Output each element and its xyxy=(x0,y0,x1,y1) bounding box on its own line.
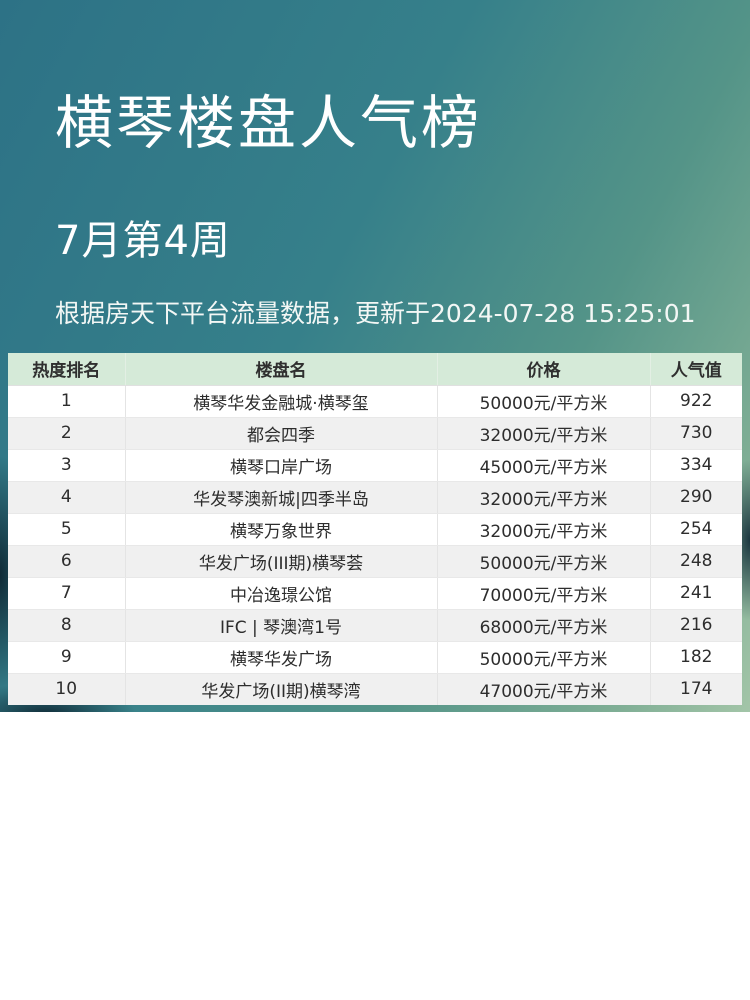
name-cell: 中冶逸璟公馆 xyxy=(125,577,438,610)
column-header: 人气值 xyxy=(650,353,742,386)
table-row: 2 都会四季 32000元/平方米 730 xyxy=(8,417,742,450)
popularity-cell: 182 xyxy=(650,641,742,674)
column-header: 楼盘名 xyxy=(125,353,438,386)
rank-cell: 9 xyxy=(8,641,126,674)
update-note: 根据房天下平台流量数据，更新于2024-07-28 15:25:01 xyxy=(55,299,696,328)
table-row: 10 华发广场(II期)横琴湾 47000元/平方米 174 xyxy=(8,673,742,705)
table-row: 6 华发广场(III期)横琴荟 50000元/平方米 248 xyxy=(8,545,742,578)
table-row: 1 横琴华发金融城·横琴玺 50000元/平方米 922 xyxy=(8,385,742,418)
popularity-cell: 290 xyxy=(650,481,742,514)
name-cell: 华发琴澳新城|四季半岛 xyxy=(125,481,438,514)
table-row: 8 IFC | 琴澳湾1号 68000元/平方米 216 xyxy=(8,609,742,642)
table-row: 5 横琴万象世界 32000元/平方米 254 xyxy=(8,513,742,546)
price-cell: 50000元/平方米 xyxy=(437,385,651,418)
price-cell: 32000元/平方米 xyxy=(437,513,651,546)
name-cell: 横琴口岸广场 xyxy=(125,449,438,482)
price-cell: 50000元/平方米 xyxy=(437,545,651,578)
price-cell: 50000元/平方米 xyxy=(437,641,651,674)
page-subtitle: 7月第4周 xyxy=(55,218,231,264)
table-row: 3 横琴口岸广场 45000元/平方米 334 xyxy=(8,449,742,482)
table-row: 4 华发琴澳新城|四季半岛 32000元/平方米 290 xyxy=(8,481,742,514)
rank-cell: 1 xyxy=(8,385,126,418)
rank-cell: 3 xyxy=(8,449,126,482)
popularity-cell: 174 xyxy=(650,673,742,705)
name-cell: 华发广场(III期)横琴荟 xyxy=(125,545,438,578)
name-cell: 横琴华发广场 xyxy=(125,641,438,674)
table-header-row: 热度排名 楼盘名 价格 人气值 xyxy=(8,353,742,386)
rank-cell: 5 xyxy=(8,513,126,546)
table-row: 7 中冶逸璟公馆 70000元/平方米 241 xyxy=(8,577,742,610)
price-cell: 68000元/平方米 xyxy=(437,609,651,642)
popularity-cell: 241 xyxy=(650,577,742,610)
rank-cell: 4 xyxy=(8,481,126,514)
table-head: 热度排名 楼盘名 价格 人气值 xyxy=(8,353,742,386)
rank-cell: 6 xyxy=(8,545,126,578)
price-cell: 45000元/平方米 xyxy=(437,449,651,482)
name-cell: 横琴万象世界 xyxy=(125,513,438,546)
name-cell: 横琴华发金融城·横琴玺 xyxy=(125,385,438,418)
name-cell: 华发广场(II期)横琴湾 xyxy=(125,673,438,705)
name-cell: 都会四季 xyxy=(125,417,438,450)
popularity-cell: 254 xyxy=(650,513,742,546)
table-body: 1 横琴华发金融城·横琴玺 50000元/平方米 922 2 都会四季 32000元/平方米… xyxy=(8,385,742,705)
page-title: 横琴楼盘人气榜 xyxy=(55,89,483,157)
rank-cell: 8 xyxy=(8,609,126,642)
column-header: 热度排名 xyxy=(8,353,126,386)
rank-cell: 10 xyxy=(8,673,126,705)
column-header: 价格 xyxy=(437,353,651,386)
popularity-cell: 216 xyxy=(650,609,742,642)
rank-cell: 2 xyxy=(8,417,126,450)
popularity-cell: 334 xyxy=(650,449,742,482)
price-cell: 70000元/平方米 xyxy=(437,577,651,610)
popularity-cell: 730 xyxy=(650,417,742,450)
popularity-cell: 248 xyxy=(650,545,742,578)
price-cell: 32000元/平方米 xyxy=(437,417,651,450)
name-cell: IFC | 琴澳湾1号 xyxy=(125,609,438,642)
rank-cell: 7 xyxy=(8,577,126,610)
table-row: 9 横琴华发广场 50000元/平方米 182 xyxy=(8,641,742,674)
price-cell: 32000元/平方米 xyxy=(437,481,651,514)
ranking-table: 热度排名 楼盘名 价格 人气值 1 横琴华发金融城·横琴玺 50000元/平方米 922 2 都… xyxy=(8,353,742,705)
price-cell: 47000元/平方米 xyxy=(437,673,651,705)
popularity-cell: 922 xyxy=(650,385,742,418)
